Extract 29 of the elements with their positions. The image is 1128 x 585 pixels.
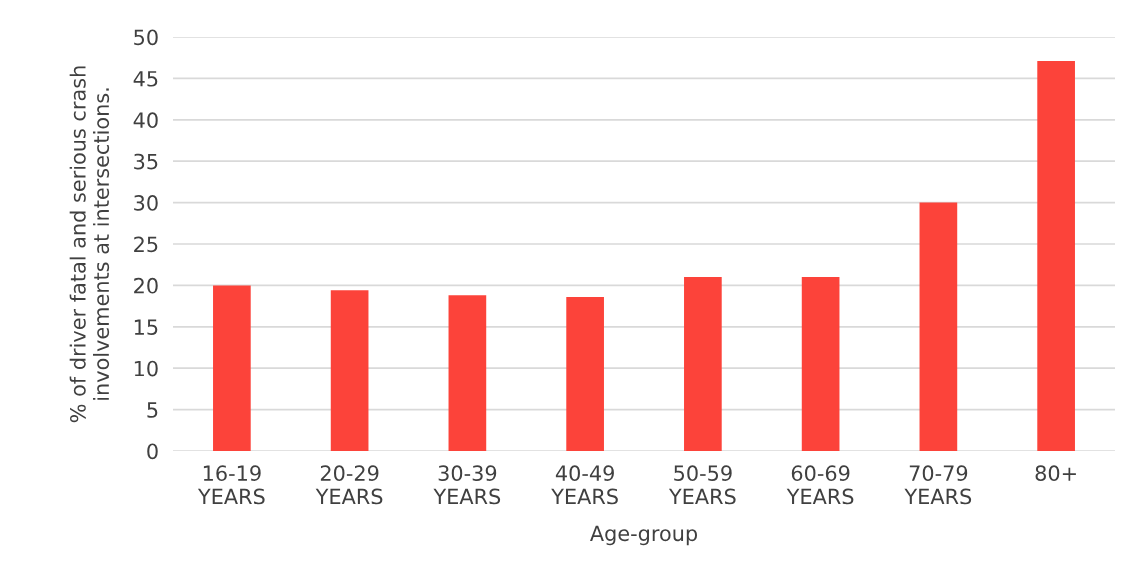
x-axis-title: Age-group bbox=[590, 525, 698, 546]
bar bbox=[213, 285, 251, 451]
y-tick-label: 35 bbox=[134, 153, 158, 170]
y-axis-title: % of driver fatal and serious crash involvements at intersections. bbox=[69, 66, 110, 423]
x-tick-label: 80+ bbox=[1035, 465, 1076, 482]
bar bbox=[330, 290, 369, 451]
x-tick-label: 70-79 YEARS bbox=[904, 465, 972, 505]
y-tick-label: 30 bbox=[134, 195, 158, 211]
x-tick-label: 16-19 YEARS bbox=[197, 465, 265, 505]
y-tick-label: 40 bbox=[133, 112, 158, 129]
y-tick-label: 15 bbox=[134, 319, 158, 336]
x-tick-label: 30-39 YEARS bbox=[433, 465, 501, 505]
bar bbox=[801, 277, 840, 451]
y-tick-label: 25 bbox=[134, 236, 158, 253]
y-tick-label: 0 bbox=[147, 443, 158, 460]
y-tick-label: 50 bbox=[134, 29, 158, 46]
y-tick-label: 10 bbox=[134, 360, 158, 377]
y-tick-label: 5 bbox=[147, 402, 158, 418]
bar bbox=[566, 296, 604, 451]
x-tick-label: 40-49 YEARS bbox=[551, 465, 618, 505]
y-tick-label: 20 bbox=[134, 277, 158, 294]
y-tick-label: 45 bbox=[133, 71, 158, 87]
bar bbox=[684, 277, 722, 451]
bar bbox=[448, 295, 487, 451]
x-tick-label: 60-69 YEARS bbox=[786, 465, 854, 505]
bar bbox=[919, 202, 958, 451]
bar bbox=[1037, 61, 1075, 451]
x-tick-label: 50-59 YEARS bbox=[668, 465, 736, 505]
x-tick-label: 20-29 YEARS bbox=[315, 465, 383, 505]
